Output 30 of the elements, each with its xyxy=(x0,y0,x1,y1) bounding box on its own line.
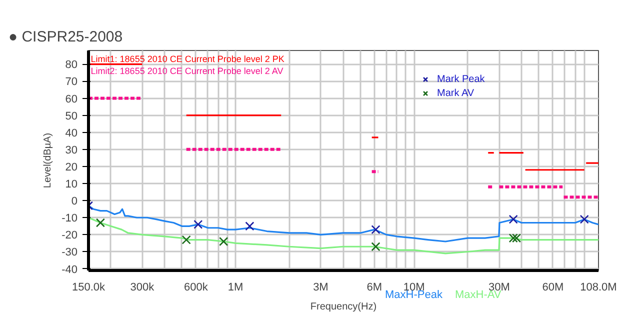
legend-label: Mark AV xyxy=(437,88,474,98)
x-tick-label: 6M xyxy=(366,282,382,294)
y-tick-label: 70 xyxy=(65,76,78,88)
x-tick-label: 1M xyxy=(228,282,244,294)
x-tick-label: 3M xyxy=(313,282,328,294)
y-tick-label: 80 xyxy=(65,59,78,72)
y-tick-label: 40 xyxy=(65,127,78,140)
legend-label: Mark Peak xyxy=(437,74,485,84)
x-tick-label: 60M xyxy=(542,282,564,294)
x-tick-label: 300k xyxy=(130,282,155,294)
text: MaxH-Peak xyxy=(385,289,442,303)
y-tick-label: 50 xyxy=(65,110,78,122)
x-tick-label: 108.0M xyxy=(580,282,617,294)
y-tick-label: 20 xyxy=(65,161,78,174)
series-label: Limit1: 18655 2010 CE Current Probe level 2 PK xyxy=(90,54,284,64)
text: Limit2: 18655 2010 CE Current Probe level 2 AV xyxy=(90,66,284,76)
y-tick-label: 10 xyxy=(65,178,78,191)
y-tick-label: -30 xyxy=(62,246,78,259)
y-tick-label: -40 xyxy=(62,264,78,276)
chart-title: ● CISPR25-2008 xyxy=(8,28,123,46)
y-axis-title: Level(dBµA) xyxy=(42,132,54,188)
y-tick-label: 0 xyxy=(71,196,78,208)
text: MaxH-AV xyxy=(455,289,502,303)
y-tick-label: -10 xyxy=(62,212,78,225)
x-tick-label: 600k xyxy=(184,282,208,294)
x-axis-title: Frequency(Hz) xyxy=(310,302,377,312)
y-tick-label: 30 xyxy=(65,144,78,156)
x-tick-label: 150.0k xyxy=(72,282,106,294)
y-tick-label: -20 xyxy=(62,230,78,242)
y-tick-label: 60 xyxy=(65,93,78,106)
